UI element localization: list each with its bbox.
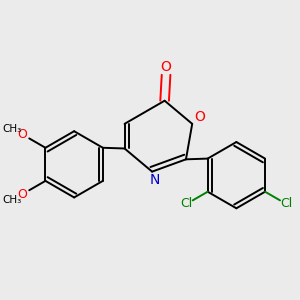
Text: CH₃: CH₃: [3, 124, 22, 134]
Text: CH₃: CH₃: [3, 195, 22, 205]
Text: O: O: [160, 60, 172, 74]
Text: O: O: [17, 188, 27, 201]
Text: Cl: Cl: [180, 197, 193, 211]
Text: N: N: [150, 173, 160, 187]
Text: O: O: [194, 110, 205, 124]
Text: Cl: Cl: [280, 197, 292, 211]
Text: O: O: [17, 128, 27, 141]
